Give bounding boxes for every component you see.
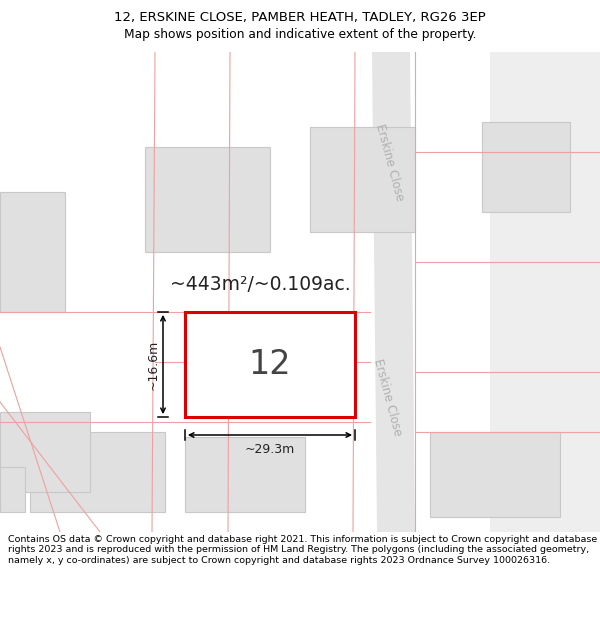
Text: Contains OS data © Crown copyright and database right 2021. This information is : Contains OS data © Crown copyright and d… <box>8 535 597 564</box>
Bar <box>0 192 65 312</box>
Text: ~16.6m: ~16.6m <box>147 339 160 389</box>
Bar <box>482 122 570 212</box>
Text: Map shows position and indicative extent of the property.: Map shows position and indicative extent… <box>124 28 476 41</box>
Text: Erskine Close: Erskine Close <box>373 122 407 202</box>
Text: ~443m²/~0.109ac.: ~443m²/~0.109ac. <box>170 274 350 294</box>
Polygon shape <box>372 52 415 532</box>
Text: 12: 12 <box>248 348 292 381</box>
Bar <box>145 147 270 252</box>
Text: Erskine Close: Erskine Close <box>371 357 404 437</box>
Bar <box>195 317 335 412</box>
Bar <box>430 432 560 517</box>
Bar <box>0 467 25 512</box>
Bar <box>30 432 165 512</box>
Bar <box>185 437 305 512</box>
Bar <box>185 312 355 417</box>
Text: ~29.3m: ~29.3m <box>245 443 295 456</box>
Text: 12, ERSKINE CLOSE, PAMBER HEATH, TADLEY, RG26 3EP: 12, ERSKINE CLOSE, PAMBER HEATH, TADLEY,… <box>114 11 486 24</box>
Bar <box>0 412 90 492</box>
Polygon shape <box>490 52 600 532</box>
Bar <box>310 127 415 232</box>
